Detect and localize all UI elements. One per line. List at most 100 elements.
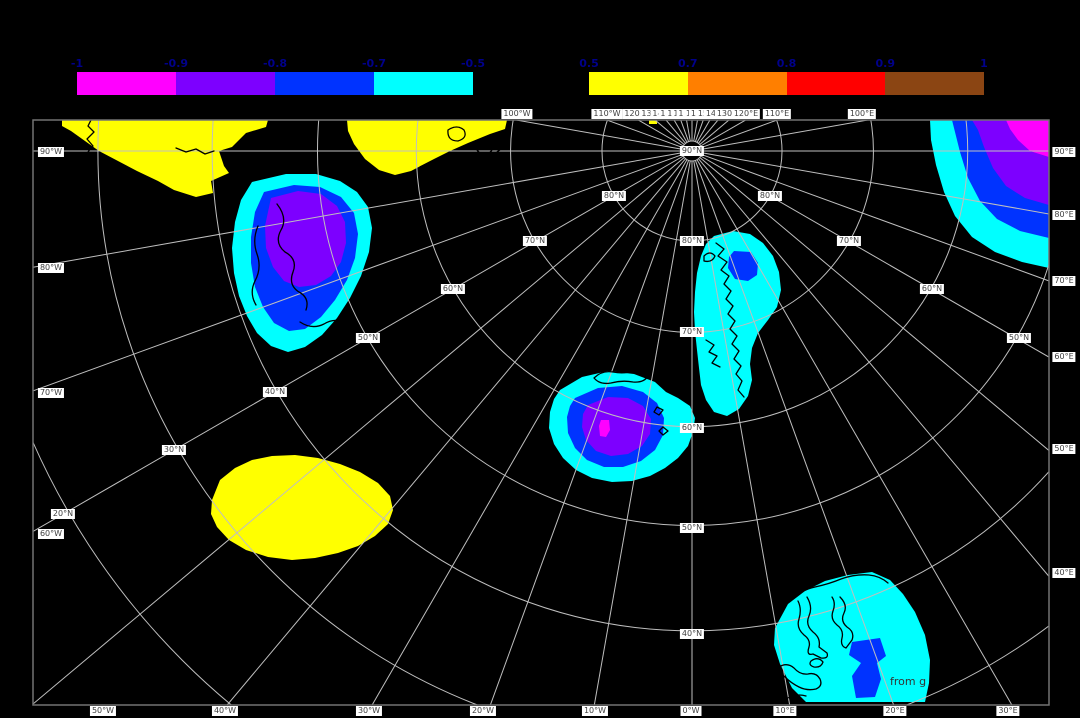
coastline-greenland-coast [703, 242, 745, 398]
edge-label-left-80°W: 80°W [37, 263, 65, 273]
coastlines [86, 120, 889, 700]
meridian--20 [489, 160, 690, 705]
colorbar-negative-segment-2 [275, 72, 374, 95]
colorbar-negative-tick-label: -0.7 [361, 57, 387, 70]
colorbar-negative-segment-3 [374, 72, 473, 95]
edge-label-bottom-40°W: 40°W [211, 706, 239, 716]
edge-label-top-120°E: 120°E [731, 109, 761, 119]
latitude-label-60°N: 60°N [440, 284, 466, 294]
edge-label-right-90°E: 90°E [1052, 147, 1076, 157]
map-region-greenland-cyan [694, 231, 781, 416]
colorbar-positive-segment-3 [885, 72, 984, 95]
coastline-greenland-west-coast [86, 120, 97, 204]
meridian--50 [33, 157, 685, 705]
meridian-30 [696, 159, 1013, 705]
colorbar-positive-tick-label: 0.8 [776, 57, 797, 70]
watermark-text: from g [890, 675, 926, 688]
edge-label-right-50°E: 50°E [1052, 444, 1076, 454]
edge-label-bottom-20°W: 20°W [469, 706, 497, 716]
edge-label-left-60°W: 60°W [37, 529, 65, 539]
map-region-arctic-yellow-east [347, 120, 507, 175]
colorbar-positive-segment-2 [786, 72, 886, 95]
meridian-10 [693, 160, 791, 705]
map-region-hudson-purple [265, 191, 346, 287]
latitude-label-50°N: 50°N [1006, 333, 1032, 343]
edge-label-right-70°E: 70°E [1052, 276, 1076, 286]
meridian-40 [698, 158, 1049, 578]
meridian--60 [33, 155, 684, 533]
colorbar-positive-tick-label: 0.9 [875, 57, 896, 70]
latitude-label-70°N: 70°N [522, 236, 548, 246]
edge-label-top-100°E: 100°E [847, 109, 877, 119]
colorbar-negative-tick-label: -0.5 [460, 57, 486, 70]
meridian-80 [701, 152, 1049, 215]
edge-label-bottom-30°E: 30°E [996, 706, 1020, 716]
edge-label-bottom-0°W: 0°W [680, 706, 702, 716]
map-region-iceland-low-purple [582, 397, 651, 456]
coastline-balkans-coast [831, 596, 854, 649]
edge-label-bottom-10°W: 10°W [581, 706, 609, 716]
edge-label-top-110°E: 110°E [762, 109, 792, 119]
map-region-iceland-low-magenta [599, 420, 610, 437]
edge-label-bottom-20°E: 20°E [883, 706, 907, 716]
edge-label-left-90°W: 90°W [37, 147, 65, 157]
latitude-label-30°N: 30°N [161, 445, 187, 455]
map-region-greenland-blue [728, 251, 758, 281]
map-region-subtropic-yellow [211, 455, 393, 560]
latitude-label-80°N: 80°N [601, 191, 627, 201]
map-region-mediterranean-blue [849, 638, 886, 698]
coastline-europe-north-coast [788, 574, 889, 602]
latitude-label-50°N: 50°N [679, 523, 705, 533]
meridian-70 [701, 153, 1049, 282]
coastline-faroe-islets [653, 406, 669, 436]
latitude-label-70°N: 70°N [679, 327, 705, 337]
meridian-60 [700, 155, 1049, 358]
edge-label-right-60°E: 60°E [1052, 352, 1076, 362]
coastline-italy-coast [797, 596, 829, 668]
coastline-iberia-africa-coast [778, 664, 822, 700]
latitude-label-20°N: 20°N [50, 509, 76, 519]
meridian--10 [593, 160, 691, 705]
edge-label-bottom-50°W: 50°W [89, 706, 117, 716]
parallel-30 [97, 120, 1049, 705]
colorbar-positive-tick-label: 1 [980, 57, 988, 70]
meridian--40 [226, 158, 686, 705]
colorbar-negative-tick-label: -0.9 [163, 57, 189, 70]
map-region-mediterranean-cyan [774, 572, 930, 702]
latitude-label-40°N: 40°N [262, 387, 288, 397]
latitude-label-80°N: 80°N [757, 191, 783, 201]
map-region-arctic-yellow-speck [649, 120, 657, 124]
colorbar-negative-segment-1 [176, 72, 275, 95]
edge-label-right-40°E: 40°E [1052, 568, 1076, 578]
latitude-label-60°N: 60°N [679, 423, 705, 433]
colorbar-positive: 0.5 0.7 0.8 0.9 1 [579, 58, 988, 95]
coastline-canadian-arctic-islands [419, 126, 501, 168]
edge-label-top-130°E: 130°E [714, 109, 744, 119]
coastline-baffin-coast [175, 147, 215, 155]
colorbar-negative-tick-label: -0.8 [262, 57, 288, 70]
meridian-50 [699, 157, 1049, 452]
map-frame [32, 119, 1050, 706]
colorbar-negative-segment-0 [77, 72, 176, 95]
edge-label-right-80°E: 80°E [1052, 210, 1076, 220]
colorbar-positive-segment-1 [687, 72, 787, 95]
coastline-iceland-coast [593, 369, 649, 385]
latitude-label-50°N: 50°N [355, 333, 381, 343]
edge-label-top-120°W: 120°W [622, 109, 654, 119]
latitude-label-70°N: 70°N [836, 236, 862, 246]
colorbar-positive-tick-label: 0.7 [678, 57, 698, 70]
latitude-label-90°N: 90°N [679, 146, 705, 156]
latitude-label-40°N: 40°N [679, 629, 705, 639]
coastline-hudson-bay-coast [251, 203, 344, 328]
latitude-label-80°N: 80°N [679, 236, 705, 246]
edge-label-bottom-10°E: 10°E [773, 706, 797, 716]
colorbar-negative: -1 -0.9 -0.8 -0.7 -0.5 [71, 58, 485, 95]
meridian-20 [694, 160, 895, 705]
meridian--30 [371, 159, 688, 705]
meridian--70 [33, 153, 683, 392]
